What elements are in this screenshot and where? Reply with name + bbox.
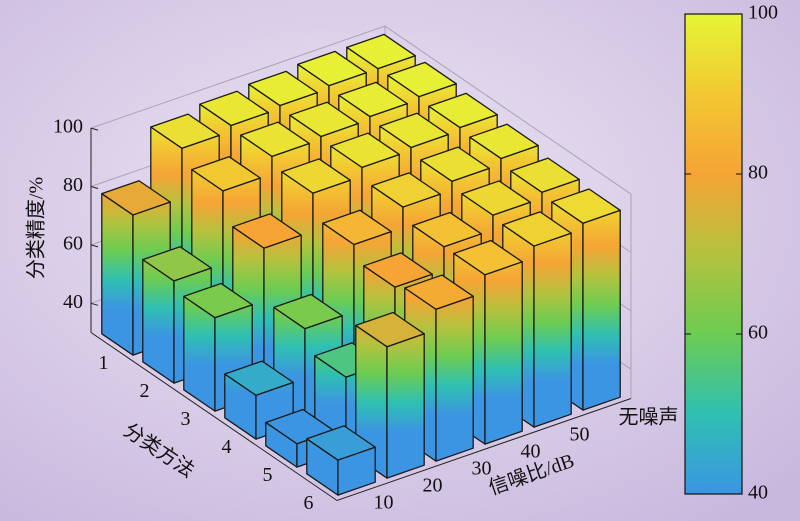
bar-top xyxy=(289,101,359,138)
z-tick xyxy=(90,302,99,306)
bar-top xyxy=(371,172,441,208)
y-tick-label: 5 xyxy=(263,464,273,486)
bar-top xyxy=(363,252,433,288)
bar-top xyxy=(355,311,425,348)
z-tick-label: 100 xyxy=(53,116,83,138)
bar-top xyxy=(232,213,302,249)
bar-top xyxy=(330,132,400,169)
bar-top xyxy=(306,425,376,461)
x-tick-label: 30 xyxy=(472,458,492,480)
bar-face xyxy=(386,333,425,479)
colorbar-tick-label: 40 xyxy=(748,482,768,504)
z-tick xyxy=(90,244,99,248)
x-tick-label: 50 xyxy=(570,424,590,446)
x-tick-label: 40 xyxy=(521,441,541,463)
colorbar-scale xyxy=(684,13,743,495)
z-axis-title: 分类精度/% xyxy=(25,177,48,279)
colorbar-tick-label: 80 xyxy=(748,162,768,184)
bar-top xyxy=(338,81,408,118)
x-tick-label: 20 xyxy=(423,475,443,497)
bar-top xyxy=(150,113,220,149)
z-tick xyxy=(90,127,99,131)
x-tick-label: 无噪声 xyxy=(619,406,679,429)
bar-face xyxy=(484,261,523,445)
bar-face xyxy=(101,193,134,356)
colorbar-tick-label: 100 xyxy=(748,2,778,24)
bar-top xyxy=(510,157,580,193)
y-tick-label: 1 xyxy=(99,352,109,374)
bar-face xyxy=(533,232,572,428)
bar-top xyxy=(461,180,531,216)
bar-top xyxy=(297,50,367,87)
z-tick xyxy=(90,186,99,189)
bar-top xyxy=(101,180,171,216)
bar-top xyxy=(191,156,261,192)
bar xyxy=(306,425,376,496)
bar-top xyxy=(142,246,212,282)
bar-top xyxy=(469,123,539,160)
bar-top xyxy=(453,239,523,276)
bar-top xyxy=(224,360,294,396)
y-tick-label: 2 xyxy=(140,380,150,402)
floor-edge xyxy=(90,332,632,502)
bar-top xyxy=(551,188,621,224)
bar-top xyxy=(428,92,498,129)
y-tick-label: 4 xyxy=(222,436,232,458)
bar-top xyxy=(199,90,269,127)
bar-top xyxy=(420,146,490,182)
z-tick-label: 40 xyxy=(63,291,83,313)
z-tick-label: 60 xyxy=(63,232,83,254)
bar-top xyxy=(379,112,449,149)
bar-top xyxy=(412,211,482,248)
z-tick-label: 80 xyxy=(63,174,83,196)
bar-top xyxy=(387,61,457,98)
y-tick-label: 3 xyxy=(181,408,191,430)
bar-top xyxy=(404,274,474,310)
x-tick-label: 10 xyxy=(374,492,394,514)
y-tick-label: 6 xyxy=(304,492,314,514)
bar-top xyxy=(502,211,572,247)
bar-face xyxy=(582,209,621,411)
bar-face xyxy=(435,295,474,462)
bars xyxy=(101,33,621,496)
bar-top xyxy=(281,158,351,194)
bar-top xyxy=(248,70,318,107)
bar-top xyxy=(240,121,310,158)
bar-top xyxy=(273,293,343,330)
colorbar-tick-label: 60 xyxy=(748,322,768,344)
bar-top xyxy=(322,209,392,246)
colorbar: 40 60 80 100 xyxy=(684,2,778,504)
bar-top xyxy=(346,33,416,70)
bar-top xyxy=(183,282,253,319)
